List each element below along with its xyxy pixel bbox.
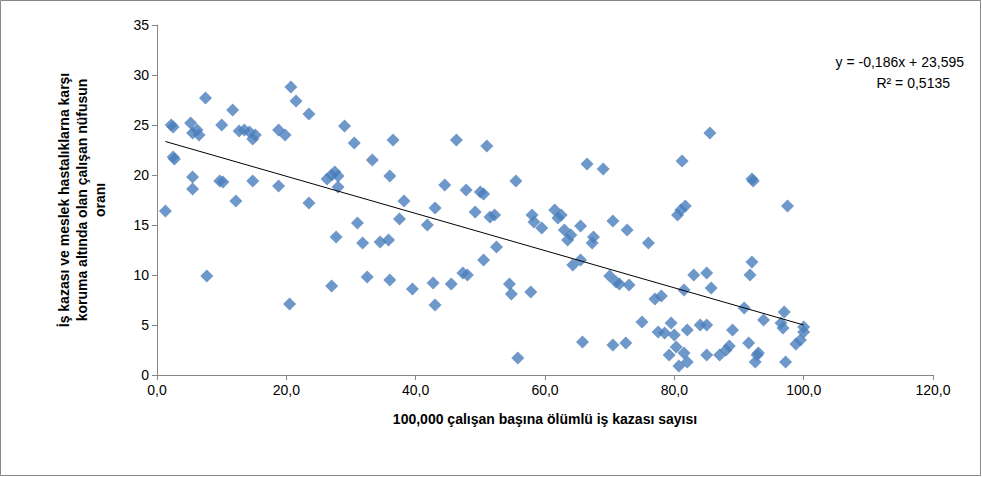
svg-text:10: 10 xyxy=(133,267,149,283)
svg-text:İş kazası ve meslek hastalıkla: İş kazası ve meslek hastalıklarna karşı xyxy=(56,73,72,328)
svg-text:120,0: 120,0 xyxy=(915,382,950,398)
svg-text:100,0: 100,0 xyxy=(786,382,821,398)
svg-text:100,000 çalışan başına ölümlü: 100,000 çalışan başına ölümlü iş kazası … xyxy=(393,411,697,427)
svg-text:20: 20 xyxy=(133,167,149,183)
svg-text:R² = 0,5135: R² = 0,5135 xyxy=(876,75,950,91)
svg-text:5: 5 xyxy=(141,317,149,333)
svg-text:y = -0,186x + 23,595: y = -0,186x + 23,595 xyxy=(836,54,965,70)
svg-text:40,0: 40,0 xyxy=(402,382,429,398)
svg-text:80,0: 80,0 xyxy=(661,382,688,398)
svg-text:0,0: 0,0 xyxy=(147,382,167,398)
svg-text:60,0: 60,0 xyxy=(531,382,558,398)
svg-text:koruma altında olan çalışan nü: koruma altında olan çalışan nüfusun xyxy=(74,79,90,322)
svg-text:15: 15 xyxy=(133,217,149,233)
svg-text:30: 30 xyxy=(133,67,149,83)
svg-text:20,0: 20,0 xyxy=(273,382,300,398)
svg-text:oranı: oranı xyxy=(92,183,108,217)
svg-text:35: 35 xyxy=(133,17,149,33)
svg-text:0: 0 xyxy=(141,367,149,383)
svg-text:25: 25 xyxy=(133,117,149,133)
